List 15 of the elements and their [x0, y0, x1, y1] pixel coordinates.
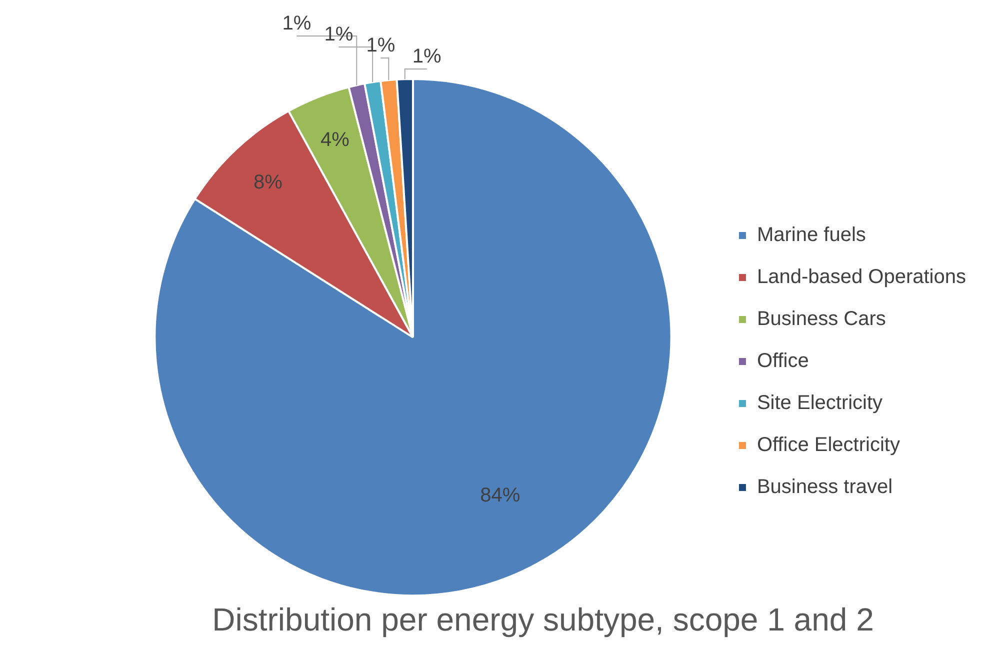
data-label: 1% [324, 24, 354, 46]
legend-label: Marine fuels [756, 224, 866, 246]
legend-label: Office [756, 350, 809, 372]
data-label: 1% [282, 12, 312, 35]
data-label: 8% [254, 171, 283, 194]
legend-label: Business travel [756, 476, 893, 498]
data-label: 1% [412, 46, 442, 68]
data-label: 84% [480, 484, 520, 506]
legend-label: Site Electricity [756, 392, 883, 414]
legend-label: Business Cars [756, 308, 886, 330]
legend-label: Office Electricity [756, 434, 900, 456]
data-label: 4% [320, 128, 350, 151]
text: Distribution per energy subtype, scope 1 and 2 [212, 602, 874, 638]
data-label: 1% [366, 34, 396, 57]
legend-label: Land-based Operations [756, 266, 966, 288]
